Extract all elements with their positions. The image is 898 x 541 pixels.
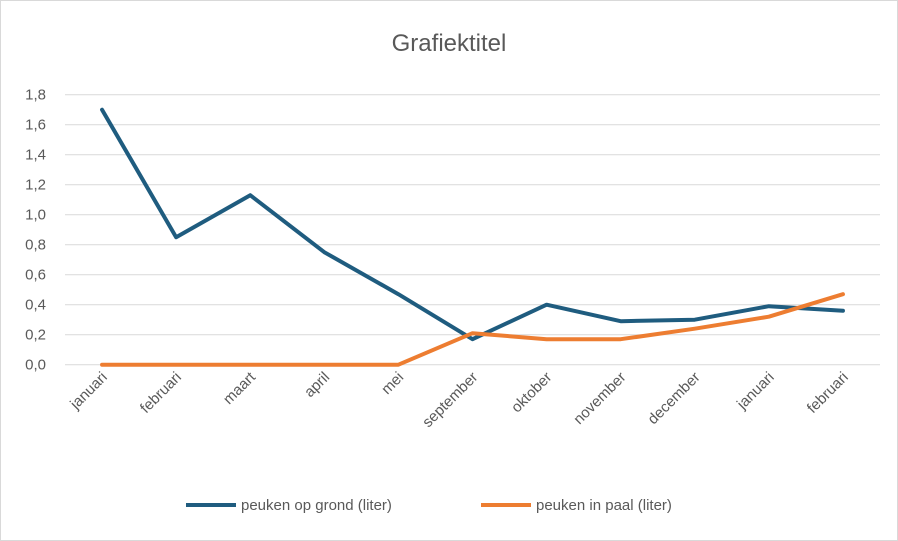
y-tick-label: 1,4 [25, 147, 46, 164]
x-tick-label: december [644, 369, 703, 428]
x-tick-label: oktober [508, 369, 555, 416]
x-tick-label: februari [137, 369, 185, 417]
x-tick-label: april [301, 369, 333, 401]
x-tick-label: mei [378, 369, 407, 398]
x-tick-label: januari [733, 369, 778, 414]
legend-label: peuken in paal (liter) [536, 497, 672, 514]
legend-label: peuken op grond (liter) [241, 497, 392, 514]
y-tick-label: 0,6 [25, 267, 46, 284]
y-tick-label: 0,8 [25, 237, 46, 254]
y-tick-label: 1,2 [25, 177, 46, 194]
y-tick-label: 0,2 [25, 327, 46, 344]
y-tick-label: 0,4 [25, 297, 46, 314]
y-tick-label: 0,0 [25, 357, 46, 374]
y-tick-label: 1,0 [25, 207, 46, 224]
x-tick-label: september [419, 369, 481, 431]
x-tick-label: maart [220, 368, 260, 408]
x-tick-label: februari [804, 369, 852, 417]
x-tick-label: november [570, 369, 629, 428]
y-tick-label: 1,6 [25, 117, 46, 134]
x-tick-label: januari [66, 369, 111, 414]
chart-title: Grafiektitel [392, 30, 507, 57]
y-tick-label: 1,8 [25, 87, 46, 104]
